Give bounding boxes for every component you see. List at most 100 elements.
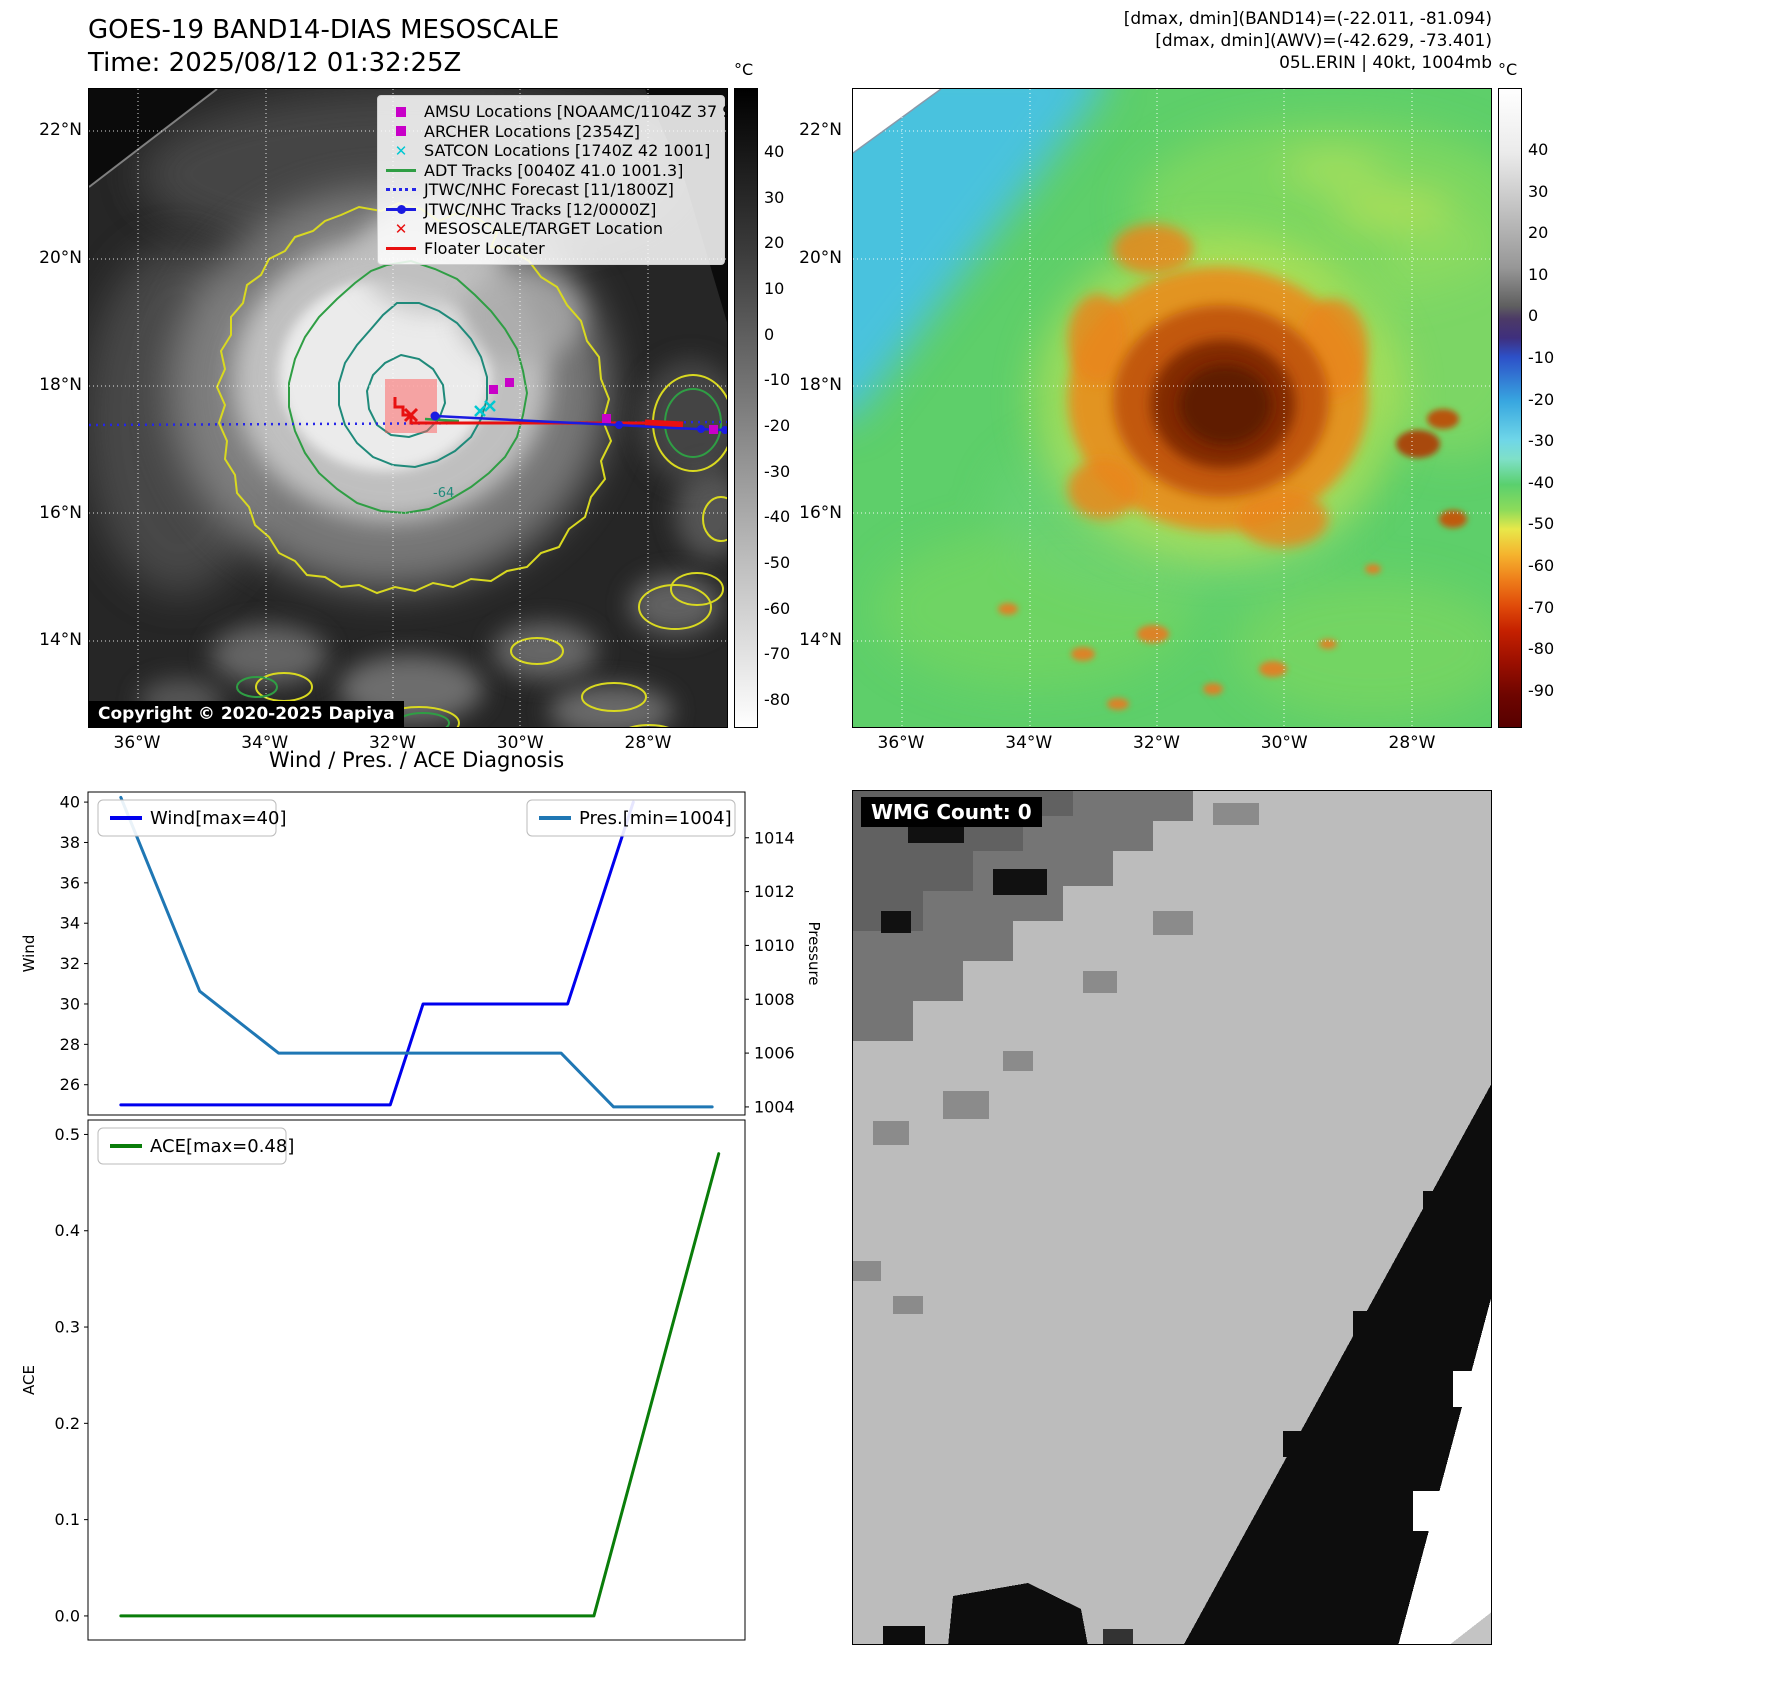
tick-label: 20 <box>1528 223 1549 243</box>
band14-colorbar <box>734 88 758 728</box>
legend-item: ADT Tracks [0040Z 41.0 1001.3] <box>386 161 716 181</box>
storm-status: 05L.ERIN | 40kt, 1004mb <box>1279 53 1492 73</box>
y2-tick-label: 1008 <box>754 990 795 1009</box>
awv-colorbar-ticks: 40 30 20 10 0 -10 -20 -30 -40 -50 -60 -70 -80 -90 <box>1528 140 1572 701</box>
wmg-panel: WMG Count: 0 <box>852 790 1492 1645</box>
series-line <box>119 795 714 1109</box>
target-area-box <box>385 379 437 433</box>
legend-item: JTWC/NHC Tracks [12/0000Z] <box>386 200 716 220</box>
tick-label: 32°W <box>1133 733 1180 753</box>
map1-y-axis-ticks: 22°N 20°N 18°N 16°N 14°N <box>20 120 82 650</box>
legend-item: Floater Locater <box>386 239 716 259</box>
y-axis-label: ACE <box>20 1365 38 1395</box>
tick-label: 16°N <box>39 502 82 523</box>
dmax-dmin-band14: [dmax, dmin](BAND14)=(-22.011, -81.094) <box>1123 9 1492 29</box>
tick-label: 14°N <box>799 630 842 650</box>
ace-chart: 0.0 0.1 0.2 0.3 0.4 0.5 ACE ACE[max=0.48] <box>20 1119 746 1641</box>
plot-frame <box>87 1119 746 1641</box>
floater-line <box>393 397 645 425</box>
copyright-chip: Copyright © 2020-2025 Dapiya <box>89 701 404 727</box>
y2-tick-label: 1004 <box>754 1097 795 1116</box>
tick-label: -70 <box>764 644 791 664</box>
legend-item-label: ARCHER Locations [2354Z] <box>424 121 641 141</box>
tick-label: 30 <box>764 187 785 207</box>
tick-label: -50 <box>1528 514 1555 534</box>
contour-green <box>288 259 529 515</box>
tick-label: 32°W <box>369 733 416 753</box>
legend-item-label: JTWC/NHC Forecast [11/1800Z] <box>424 180 674 199</box>
legend-item-label: ADT Tracks [0040Z 41.0 1001.3] <box>424 160 684 180</box>
adt-track-line <box>424 417 460 423</box>
tick-label: -80 <box>1528 639 1555 659</box>
tick-label: -50 <box>764 552 791 572</box>
tick-label: -70 <box>1528 597 1555 617</box>
legend-item-label: SATCON Locations [1740Z 42 1001] <box>424 141 711 160</box>
awv-colorbar <box>1498 88 1522 728</box>
legend-item-label: JTWC/NHC Tracks [12/0000Z] <box>424 199 657 219</box>
y2-tick-label: 1014 <box>754 828 795 847</box>
y2-tick-label: 1006 <box>754 1044 795 1063</box>
map-legend: AMSU Locations [NOAAMC/1104Z 37 999] ARCH… <box>377 95 727 265</box>
tick-label: -20 <box>1528 389 1555 409</box>
y-tick-label: 0.2 <box>55 1414 80 1433</box>
satcon-marker-icon <box>474 400 496 417</box>
plot-frame <box>87 791 746 1116</box>
square-marker-icon <box>396 126 406 137</box>
awv-header: [dmax, dmin](BAND14)=(-22.011, -81.094) … <box>852 8 1492 74</box>
band14-title: GOES-19 BAND14-DIAS MESOSCALE <box>88 15 560 45</box>
y-tick-label: 0.5 <box>55 1125 80 1144</box>
y-tick-label: 26 <box>60 1075 80 1094</box>
line-marker-icon <box>386 246 416 250</box>
diagnosis-title: Wind / Pres. / ACE Diagnosis <box>268 748 565 772</box>
legend-item-label: MESOSCALE/TARGET Location <box>424 219 663 238</box>
tick-label: 28°W <box>1388 733 1436 753</box>
legend-item: ARCHER Locations [2354Z] <box>386 122 716 142</box>
band14-timestamp: Time: 2025/08/12 01:32:25Z <box>88 48 462 78</box>
colorbar-unit: °C <box>734 60 754 79</box>
jtwc-forecast-line <box>89 420 727 427</box>
y-tick-label: 40 <box>60 793 80 812</box>
series-line <box>119 800 635 1107</box>
tick-label: 36°W <box>877 733 925 753</box>
square-marker-icon <box>396 106 406 117</box>
tick-label: 22°N <box>39 120 82 140</box>
y-tick-label: 0.4 <box>55 1221 80 1240</box>
y-tick-label: 0.0 <box>55 1606 80 1625</box>
tick-label: -60 <box>764 598 791 618</box>
tick-label: 20°N <box>39 247 82 268</box>
tick-label: 10 <box>1528 264 1549 284</box>
grid-lines <box>853 89 1491 727</box>
tick-label: 14°N <box>39 630 82 650</box>
wmg-image <box>853 791 1491 1644</box>
line-dot-marker-icon <box>386 204 416 214</box>
x-marker-icon: ✕ <box>394 141 408 160</box>
y-tick-label: 36 <box>60 873 80 892</box>
wind-pressure-chart: 26 28 30 32 34 36 38 40 1004 1006 1008 1010 1012 1014… <box>20 791 823 1116</box>
y2-tick-label: 1012 <box>754 882 795 901</box>
tick-label: -60 <box>1528 556 1555 576</box>
y2-axis-label: Pressure <box>805 921 823 985</box>
tick-label: 34°W <box>1005 733 1053 753</box>
jtwc-track-line <box>434 414 724 432</box>
tick-label: -10 <box>1528 348 1555 368</box>
tick-label: 20 <box>764 233 785 253</box>
tick-label: 16°N <box>799 502 842 523</box>
chart-legend-label: Wind[max=40] <box>150 808 287 829</box>
map2-x-axis-ticks: 36°W 34°W 32°W 30°W 28°W <box>871 733 1442 755</box>
jtwc-track-points <box>430 411 727 434</box>
dmax-dmin-awv: [dmax, dmin](AWV)=(-42.629, -73.401) <box>1155 31 1492 51</box>
colorbar-unit: °C <box>1498 60 1518 79</box>
tick-label: -20 <box>764 415 791 435</box>
tick-label: 28°W <box>624 733 672 753</box>
contour-teal-inner <box>365 353 447 439</box>
contour-teal-outer <box>338 302 488 469</box>
x-marker-icon: ✕ <box>394 219 408 238</box>
tick-label: -80 <box>764 689 791 709</box>
dotted-line-marker-icon <box>386 188 416 192</box>
tick-label: 34°W <box>241 733 289 753</box>
y-tick-label: 38 <box>60 833 80 852</box>
tick-label: 36°W <box>113 733 161 753</box>
tick-label: 30°W <box>1260 733 1308 753</box>
tick-label: -40 <box>1528 472 1555 492</box>
